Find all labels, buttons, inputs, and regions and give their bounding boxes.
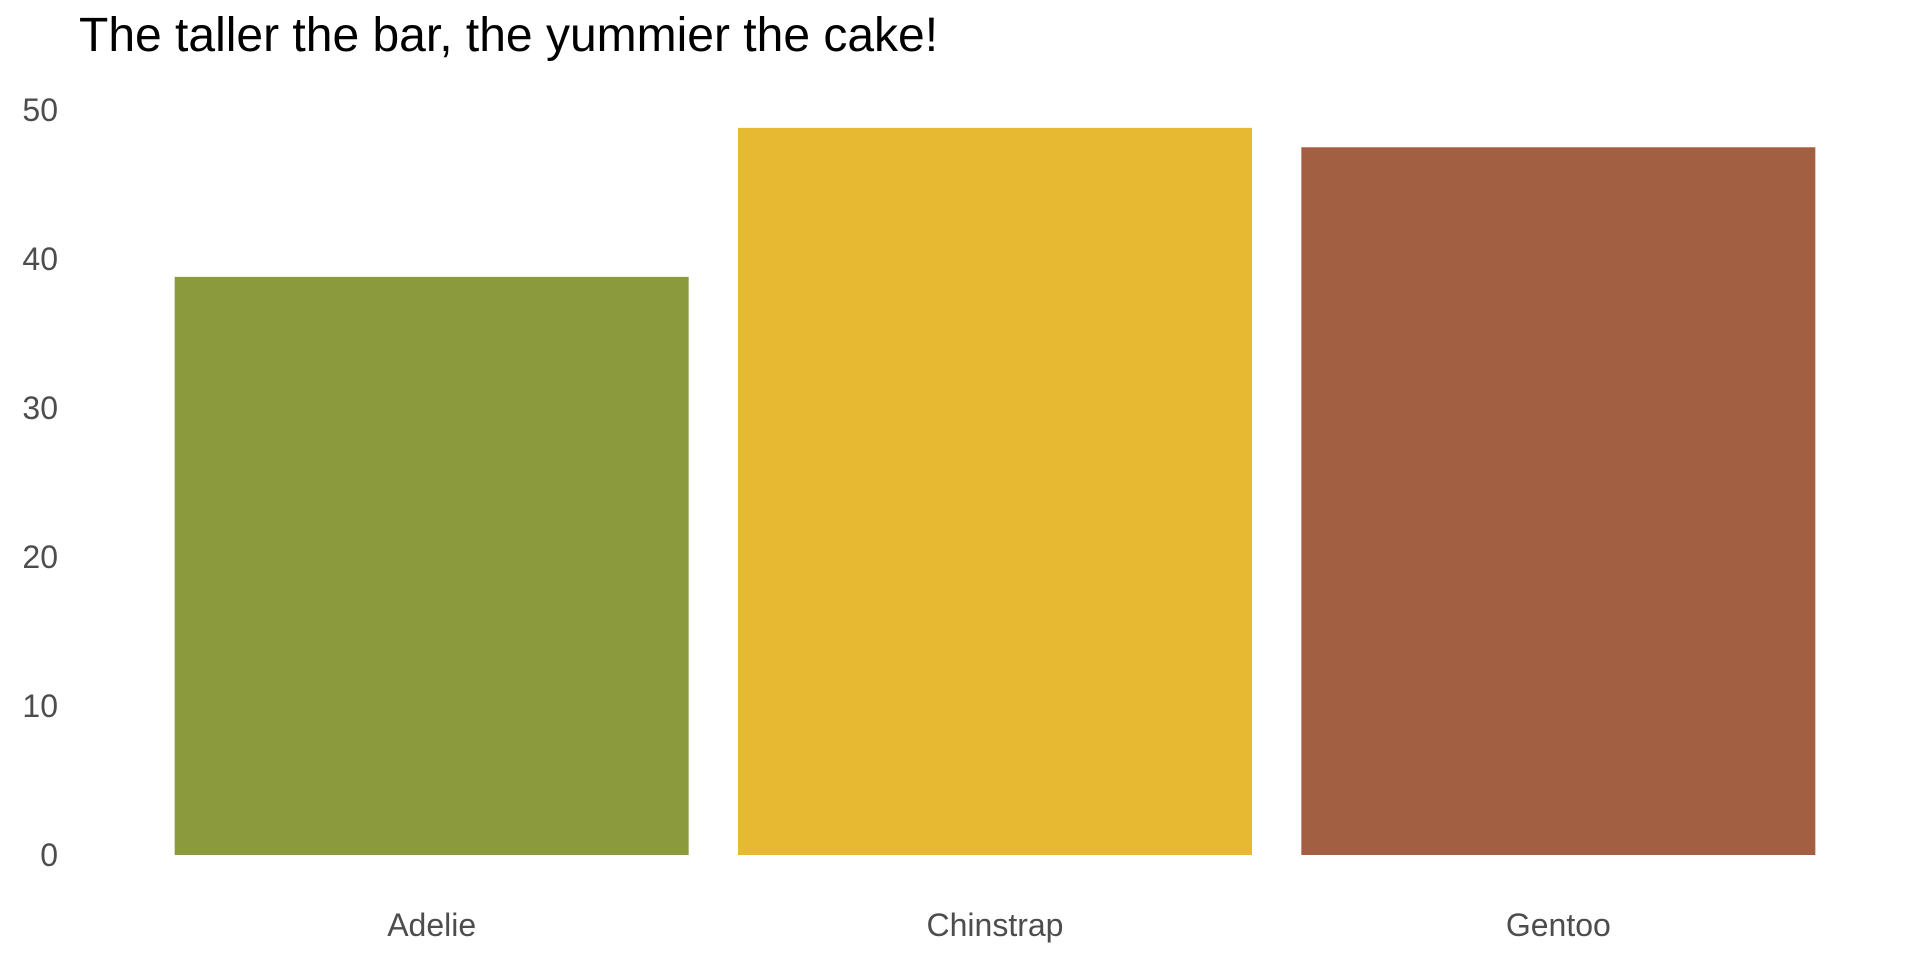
bar-gentoo [1301, 147, 1816, 855]
y-tick-label: 20 [22, 539, 58, 575]
chart-title: The taller the bar, the yummier the cake… [79, 9, 939, 62]
y-tick-label: 30 [22, 390, 58, 426]
x-tick-label: Gentoo [1506, 907, 1611, 943]
x-tick-label: Adelie [387, 907, 476, 943]
y-tick-label: 0 [40, 837, 58, 873]
y-tick-label: 10 [22, 688, 58, 724]
y-tick-label: 40 [22, 241, 58, 277]
x-tick-label: Chinstrap [927, 907, 1064, 943]
bar-adelie [174, 276, 689, 855]
y-tick-label: 50 [22, 92, 58, 128]
bar-chinstrap [738, 127, 1252, 855]
